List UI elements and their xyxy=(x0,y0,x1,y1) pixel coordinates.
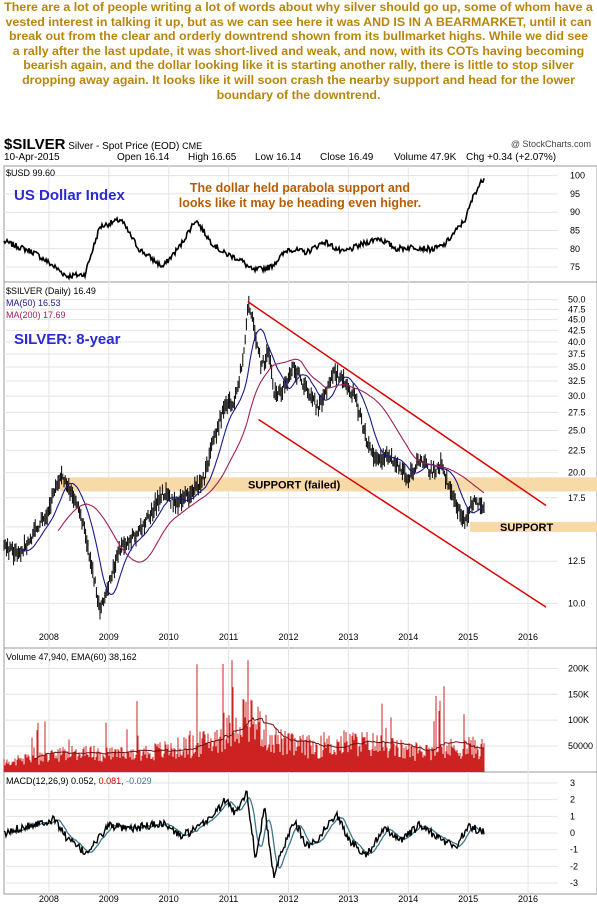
symbol-description: Silver - Spot Price (EOD) xyxy=(68,141,180,152)
y-tick-label: 1 xyxy=(570,811,575,821)
channel-upper-line xyxy=(247,301,547,507)
y-tick-label: 2 xyxy=(570,795,575,805)
y-tick-label: 150K xyxy=(568,689,589,699)
dollar-title: US Dollar Index xyxy=(14,187,126,204)
silver-legend: $SILVER (Daily) 16.49 xyxy=(6,286,96,296)
y-tick-label: 200K xyxy=(568,663,589,673)
y-tick-label: 35.0 xyxy=(568,362,586,372)
symbol-title: $SILVER xyxy=(4,136,66,153)
silver-title: SILVER: 8-year xyxy=(14,331,121,348)
x-tick-label: 2012 xyxy=(278,894,298,904)
y-tick-label: 22.5 xyxy=(568,445,586,455)
x-tick-label: 2010 xyxy=(159,894,179,904)
x-tick-label: 2014 xyxy=(398,894,418,904)
ma200-line xyxy=(57,358,485,563)
y-tick-label: -2 xyxy=(570,861,578,871)
support-failed-label: SUPPORT (failed) xyxy=(248,479,341,491)
macd-legend: MACD(12,26,9) 0.052, 0.081, -0.029 xyxy=(6,776,152,786)
macd-panel: 3 2 1 0 -1 -2 -3 MACD(12,26,9) 0.052, 0.081, -0… xyxy=(3,772,578,894)
panel-frames: 2008 2009 2010 2011 2012 2013 2014 2015 20162008… xyxy=(3,165,597,904)
y-tick-label: 40.0 xyxy=(568,337,586,347)
y-tick-label: 25.0 xyxy=(568,425,586,435)
x-tick-label: 2009 xyxy=(99,894,119,904)
support-band xyxy=(470,521,597,532)
y-tick-label: 37.5 xyxy=(568,349,586,359)
y-tick-label: 30.0 xyxy=(568,391,586,401)
y-tick-label: 100 xyxy=(570,171,585,181)
volume-value: Volume 47.9K xyxy=(394,152,457,163)
y-tick-label: -1 xyxy=(570,845,578,855)
support-label: SUPPORT xyxy=(500,522,553,534)
dollar-panel: 100 95 90 85 80 75 US Dollar Index The dollar h… xyxy=(3,166,585,282)
y-tick-label: 3 xyxy=(570,778,575,788)
y-tick-label: 27.5 xyxy=(568,408,586,418)
y-tick-label: 47.5 xyxy=(568,304,586,314)
y-tick-label: 17.5 xyxy=(568,493,586,503)
support-failed-band xyxy=(60,477,597,492)
low-value: Low 16.14 xyxy=(255,152,302,163)
close-value: Close 16.49 xyxy=(320,152,374,163)
channel-lower-line xyxy=(258,418,547,608)
y-tick-label: 85 xyxy=(570,225,580,235)
y-tick-label: 50.0 xyxy=(568,295,586,305)
y-tick-label: 0 xyxy=(570,828,575,838)
volume-legend: Volume 47,940, EMA(60) 38,162 xyxy=(6,652,137,662)
macd-line xyxy=(3,790,485,879)
y-tick-label: 20.0 xyxy=(568,468,586,478)
y-tick-label: 45.0 xyxy=(568,315,586,325)
change-value: Chg +0.34 (+2.07%) xyxy=(466,152,557,163)
dollar-annotation: The dollar held parabola support and look… xyxy=(179,181,421,210)
y-tick-label: -3 xyxy=(570,878,578,888)
chart-header-stats: 10-Apr-2015 Open 16.14 High 16.65 Low 16… xyxy=(4,152,593,166)
ma50-legend: MA(50) 16.53 xyxy=(6,298,61,308)
chart-header: $SILVER Silver - Spot Price (EOD) CME @ … xyxy=(4,136,593,153)
y-tick-label: 32.5 xyxy=(568,376,586,386)
high-value: High 16.65 xyxy=(188,152,237,163)
x-tick-label: 2008 xyxy=(39,894,59,904)
exchange-label: CME xyxy=(182,141,203,151)
commentary-text: There are a lot of people writing a lot … xyxy=(4,0,593,102)
y-tick-label: 10.0 xyxy=(568,598,586,608)
x-tick-label: 2013 xyxy=(338,894,358,904)
x-tick-label: 2015 xyxy=(458,894,478,904)
chart-date: 10-Apr-2015 xyxy=(4,152,60,163)
y-tick-label: 90 xyxy=(570,207,580,217)
dollar-legend: $USD 99.60 xyxy=(6,168,55,178)
x-tick-label: 2016 xyxy=(518,894,538,904)
y-tick-label: 100K xyxy=(568,715,589,725)
y-tick-label: 42.5 xyxy=(568,325,586,335)
x-tick-label: 2011 xyxy=(219,894,238,904)
dollar-line xyxy=(3,177,485,281)
y-tick-label: 95 xyxy=(570,189,580,199)
stockcharts-watermark: @ StockCharts.com xyxy=(510,139,591,149)
silver-panel: 50.047.545.042.5 40.0 37.5 35.0 32.5 30.0 27.5… xyxy=(3,282,597,648)
volume-ema-line xyxy=(33,716,484,760)
volume-panel: 200K 150K 100K 50000 Volume 47,940, EMA(60) … xyxy=(3,648,593,772)
y-tick-label: 80 xyxy=(570,244,580,254)
y-tick-label: 12.5 xyxy=(568,556,586,566)
y-tick-label: 50000 xyxy=(568,741,593,751)
ma50-line xyxy=(20,328,485,595)
open-value: Open 16.14 xyxy=(117,152,170,163)
y-tick-label: 75 xyxy=(570,262,580,272)
ma200-legend: MA(200) 17.69 xyxy=(6,310,66,320)
